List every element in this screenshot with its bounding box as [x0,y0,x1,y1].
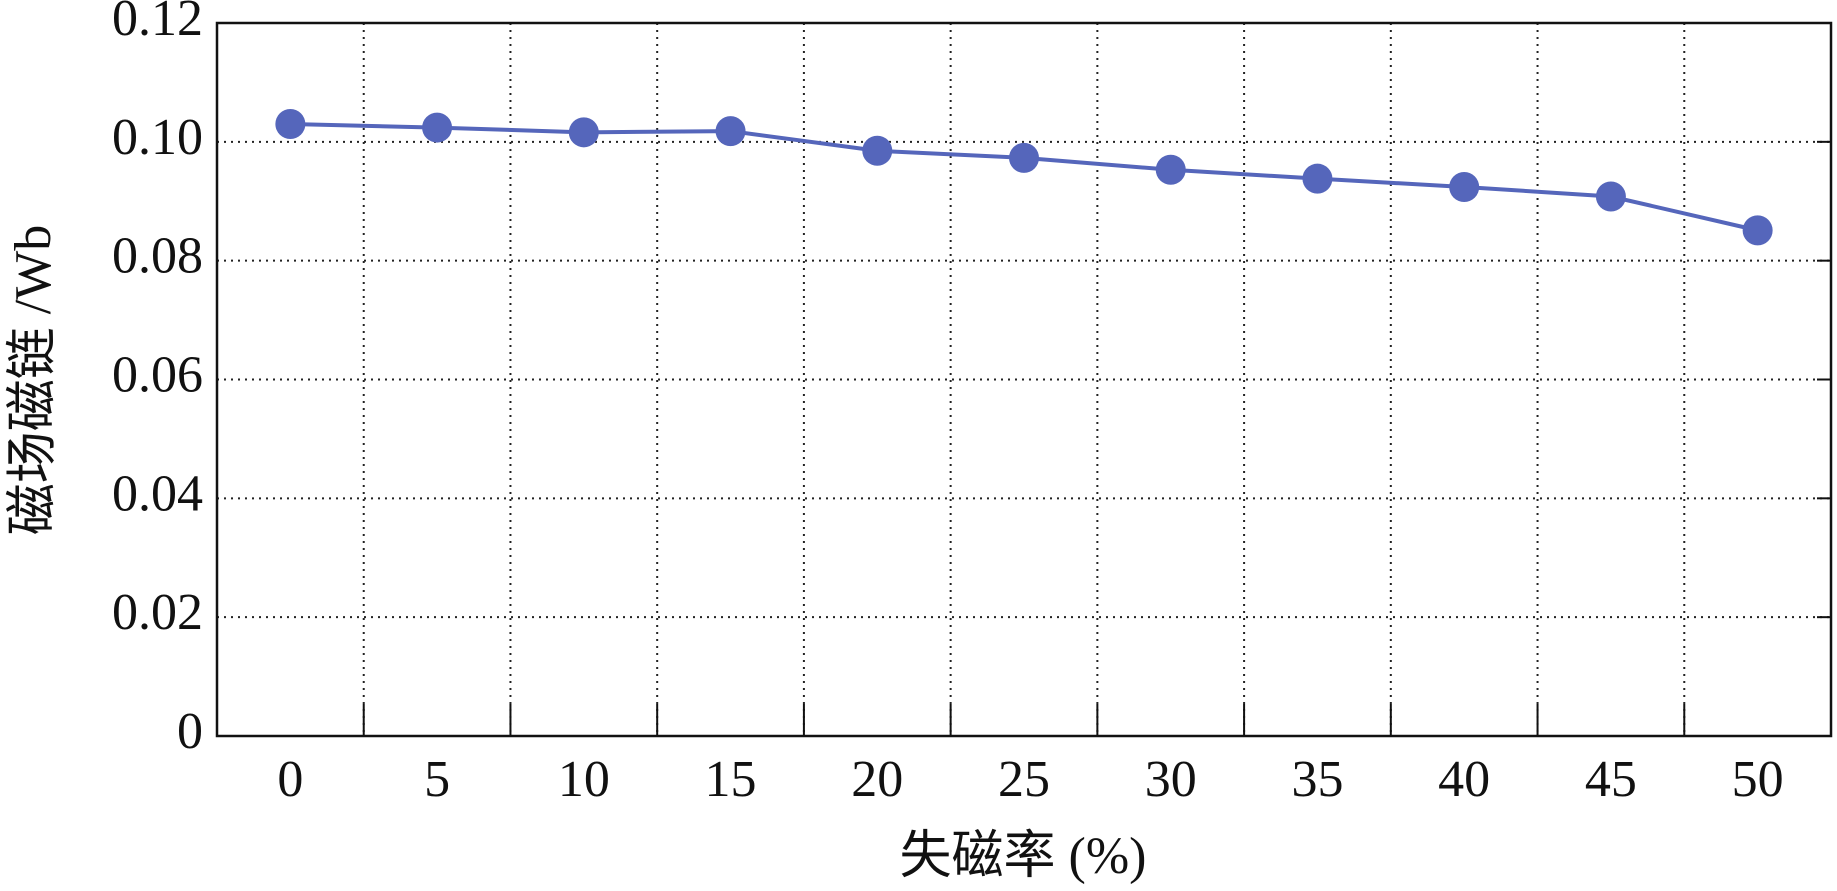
x-tick-label: 15 [705,751,757,808]
y-tick-label: 0.04 [112,465,203,522]
y-tick-label: 0.12 [112,0,203,47]
x-tick-label: 35 [1291,751,1343,808]
y-tick-label: 0.10 [112,109,203,166]
x-axis-label: 失磁率 (%) [900,828,1147,885]
y-tick-label: 0 [177,703,203,760]
x-tick-label: 50 [1732,751,1784,808]
x-tick-label: 20 [851,751,903,808]
x-tick-label: 30 [1145,751,1197,808]
data-point [1449,171,1480,202]
data-point [568,117,599,148]
x-tick-label: 5 [424,751,450,808]
x-tick-label: 10 [558,751,610,808]
data-point [715,116,746,147]
y-axis-label: 磁场磁链 /Wb [5,225,62,536]
x-tick-label: 25 [998,751,1050,808]
plot-frame [215,21,1833,738]
y-tick-label: 0.08 [112,228,203,285]
data-point [422,112,453,143]
x-tick-label: 0 [277,751,303,808]
y-tick-label: 0.02 [112,584,203,641]
x-tick-label: 45 [1585,751,1637,808]
data-point [862,135,893,166]
y-tick-label: 0.06 [112,346,203,403]
data-point [275,109,306,140]
data-point [1595,181,1626,212]
data-point [1742,215,1773,246]
data-point [1009,142,1039,173]
x-tick-label: 40 [1438,751,1490,808]
data-point [1302,163,1333,194]
data-point [1155,154,1186,185]
